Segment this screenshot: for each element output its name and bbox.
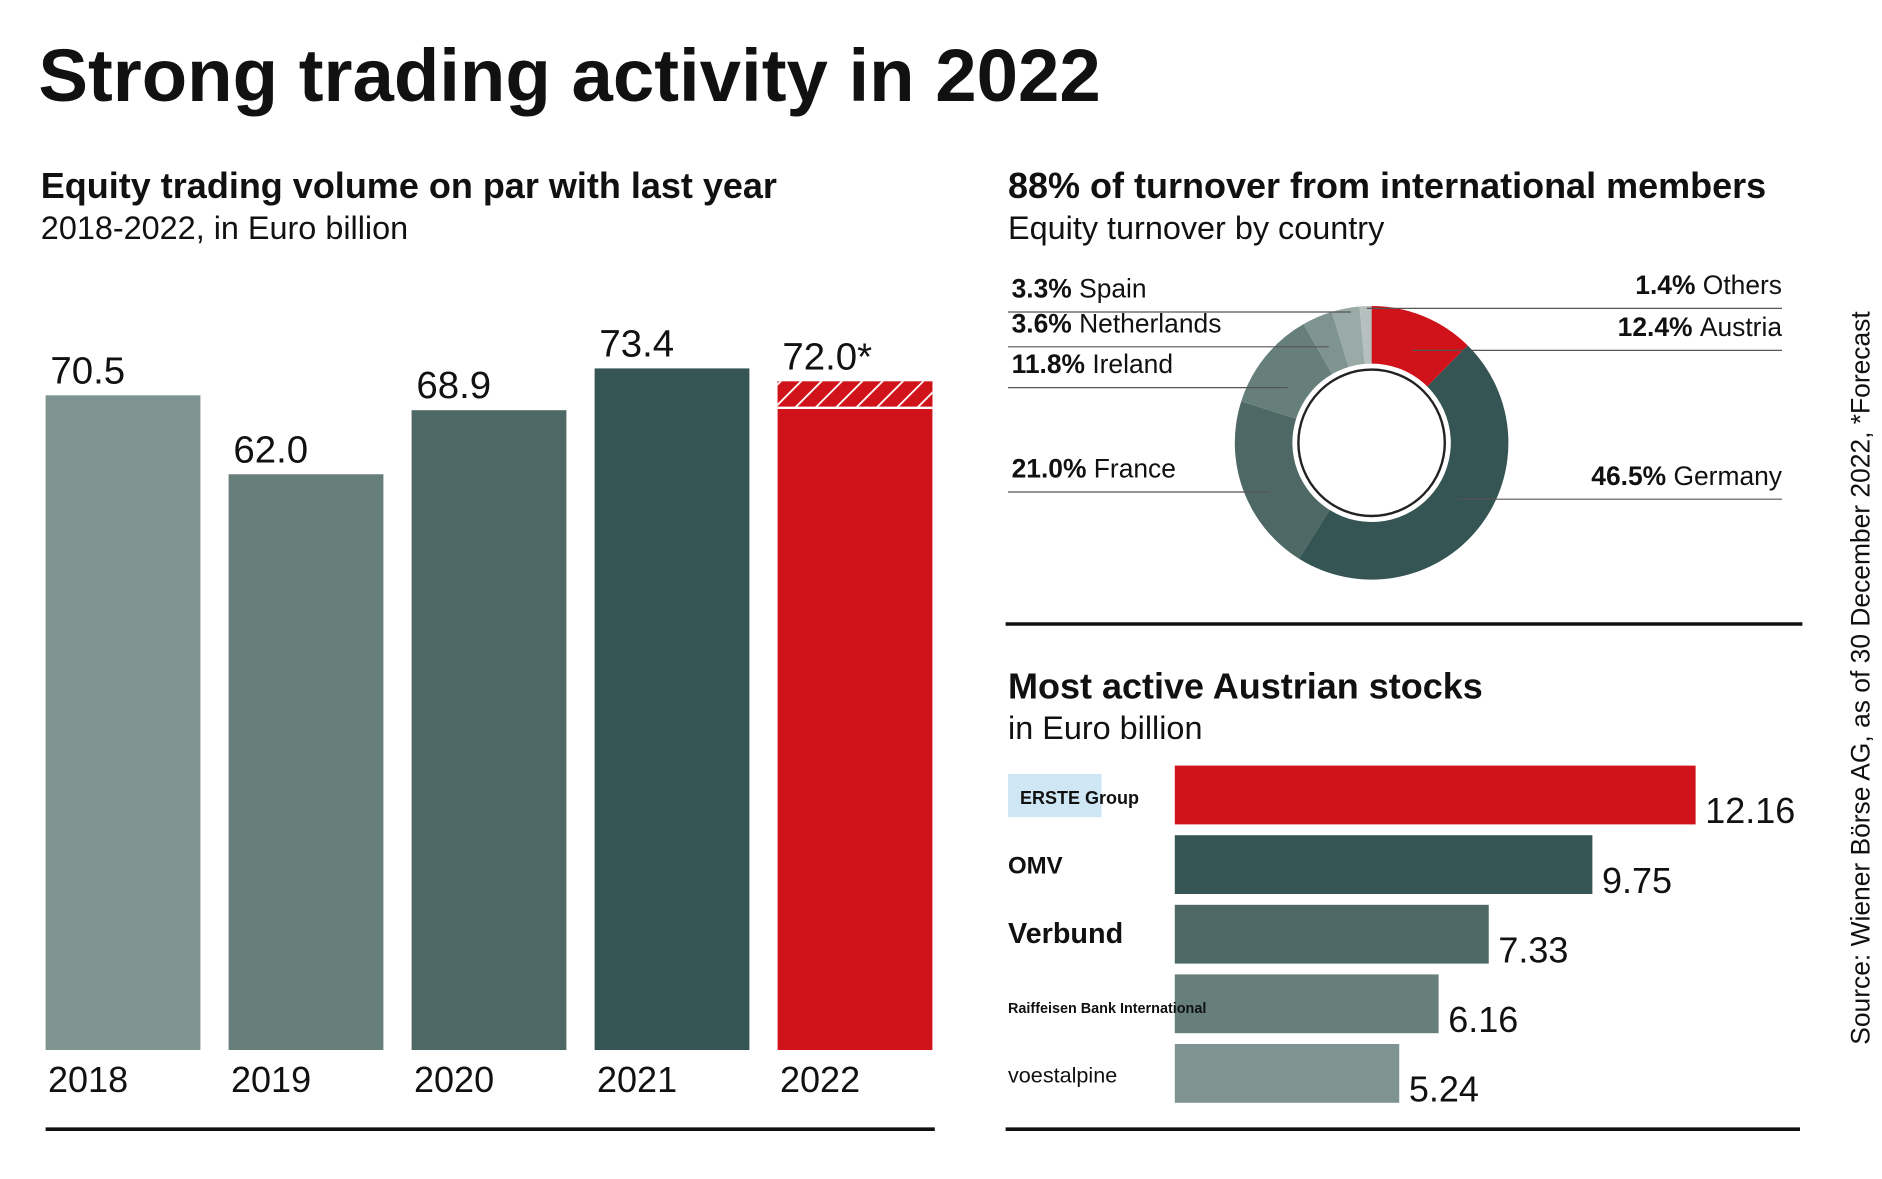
x-tick-label: 2022 [780,1059,860,1100]
slice-space [1666,461,1673,491]
chart-title: 88% of turnover from international membe… [1008,165,1766,206]
slice-space [1693,312,1700,342]
donut-slice [1359,306,1372,364]
donut-slice [1331,306,1365,368]
source-note: Source: Wiener Börse AG, as of 30 Decemb… [1846,311,1876,1045]
value-label: 9.75 [1602,860,1672,901]
category-logo: Verbund [1008,918,1123,950]
donut-slice [1371,306,1468,387]
value-label: 70.5 [50,349,125,392]
slice-label: 3.6% Netherlands [1012,308,1222,338]
x-tick-label: 2021 [597,1059,677,1100]
slice-label: 11.8% Ireland [1012,349,1173,379]
slice-percent: 46.5% [1591,461,1666,491]
donut-slice [1299,345,1509,580]
slice-percent: 21.0% [1012,454,1087,484]
value-label: 5.24 [1409,1069,1479,1110]
bar [1174,765,1696,825]
bar [594,368,750,1050]
bar [228,474,384,1050]
slice-name: France [1094,454,1176,484]
slice-name: Germany [1673,461,1782,491]
page-title: Strong trading activity in 2022 [38,34,1100,117]
bar [411,410,567,1050]
category-logo: Raiffeisen Bank International [1008,1001,1206,1017]
x-tick-label: 2020 [414,1059,494,1100]
chart-subtitle: Equity turnover by country [1008,210,1385,246]
x-tick-label: 2019 [231,1059,311,1100]
donut-hole-ring [1297,368,1447,518]
slice-name: Netherlands [1079,308,1221,338]
slice-space [1085,349,1092,379]
bar [1174,835,1593,894]
slice-space [1695,270,1702,300]
slice-label: 21.0% France [1012,454,1176,484]
value-label: 12.16 [1705,790,1795,831]
value-label: 73.4 [599,322,674,365]
chart-subtitle: 2018-2022, in Euro billion [41,210,408,246]
slice-percent: 11.8% [1012,349,1085,379]
forecast-hatch [777,381,933,408]
chart-subtitle: in Euro billion [1008,710,1202,746]
x-tick-label: 2018 [48,1059,128,1100]
slice-name: Ireland [1092,349,1173,379]
value-label: 68.9 [416,364,491,407]
donut-slice [1303,311,1349,375]
donut-slice [1241,324,1333,419]
slice-label: 3.3% Spain [1012,274,1147,304]
logo-box [1008,774,1102,818]
bar [45,395,201,1050]
slice-name: Others [1703,270,1782,300]
category-logo: OMV [1008,853,1063,880]
slice-label: 1.4% Others [1635,270,1782,300]
value-label: 6.16 [1448,999,1518,1040]
value-label: 7.33 [1498,929,1568,970]
slice-label: 46.5% Germany [1591,461,1783,491]
chart-title: Most active Austrian stocks [1008,665,1483,706]
category-logo: voestalpine [1008,1062,1117,1087]
donut-slice [1234,401,1330,559]
slice-percent: 3.6% [1012,308,1072,338]
slice-name: Spain [1079,274,1147,304]
slice-name: Austria [1700,312,1782,342]
slice-percent: 3.3% [1012,274,1072,304]
bar [1174,974,1439,1034]
value-label: 72.0* [782,335,872,378]
slice-percent: 1.4% [1635,270,1695,300]
slice-space [1072,274,1079,304]
category-logo: ERSTE Group [1020,788,1139,808]
slice-space [1086,454,1093,484]
chart-title: Equity trading volume on par with last y… [41,165,777,206]
slice-label: 12.4% Austria [1618,312,1783,342]
slice-percent: 12.4% [1618,312,1693,342]
slice-space [1072,308,1079,338]
value-label: 62.0 [233,428,308,471]
bar [777,381,933,1050]
bar [1174,1044,1400,1103]
bar [1174,904,1489,964]
